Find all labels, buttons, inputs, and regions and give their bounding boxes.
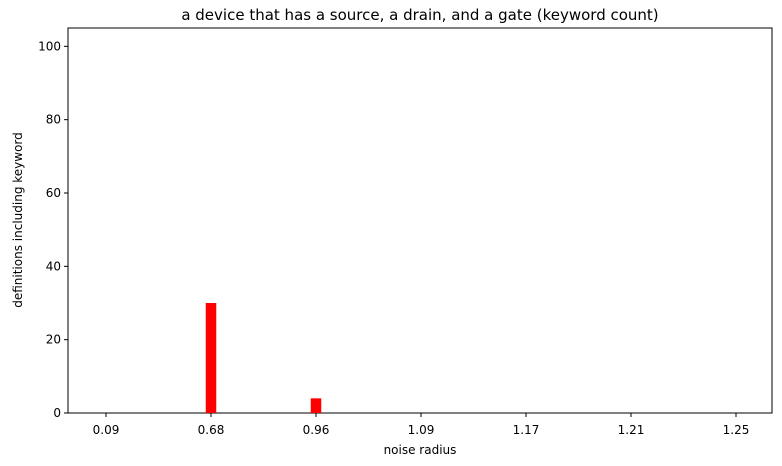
y-axis-label: definitions including keyword: [11, 132, 25, 308]
bar: [205, 303, 217, 413]
y-tick-label: 20: [46, 333, 61, 347]
x-tick-label: 0.96: [303, 423, 330, 437]
y-tick-label: 40: [46, 259, 61, 273]
x-tick-label: 1.09: [408, 423, 435, 437]
y-tick-label: 100: [38, 39, 61, 53]
x-axis-label: noise radius: [384, 443, 457, 457]
plot-frame: [67, 27, 773, 414]
bar: [310, 398, 322, 413]
x-tick-label: 1.21: [618, 423, 645, 437]
x-tick-label: 0.09: [93, 423, 120, 437]
y-tick-label: 0: [53, 406, 61, 420]
y-tick-label: 80: [46, 113, 61, 127]
x-tick-label: 1.25: [723, 423, 750, 437]
y-tick-label: 60: [46, 186, 61, 200]
chart-title: a device that has a source, a drain, and…: [181, 6, 658, 24]
x-tick-label: 0.68: [198, 423, 225, 437]
x-tick-label: 1.17: [513, 423, 540, 437]
